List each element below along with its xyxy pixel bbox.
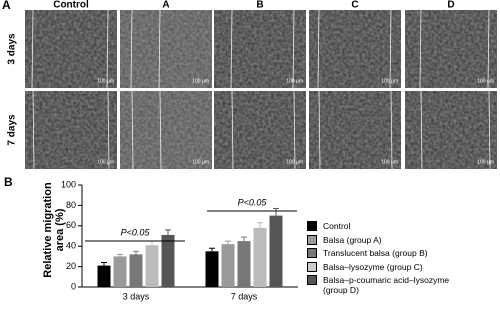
micrograph: 100 µm <box>120 90 212 170</box>
column-header: D <box>447 0 454 11</box>
y-tick-label: 60 <box>66 220 76 230</box>
micrograph: 100 µm <box>214 9 306 89</box>
bar <box>253 227 267 287</box>
legend-item: Translucent balsa (group B) <box>307 248 497 258</box>
scale-bar-label: 100 µm <box>192 78 209 84</box>
bar <box>269 215 283 287</box>
column-header: C <box>351 0 358 11</box>
y-axis-label: Relative migration area (%) <box>42 182 66 278</box>
wound-edge <box>131 90 134 170</box>
image-texture <box>25 91 117 169</box>
row-label: 7 days <box>7 114 18 146</box>
scale-bar-label: 100 µm <box>286 78 303 84</box>
row-label: 3 days <box>7 33 18 65</box>
y-tick-label: 40 <box>66 241 76 251</box>
image-texture <box>120 91 212 169</box>
micrograph: 100 µm <box>214 90 306 170</box>
micrograph: 100 µm <box>25 9 117 89</box>
legend-label: Control <box>323 221 351 231</box>
micrograph: 100 µm <box>309 9 401 89</box>
legend-label: Balsa–p-coumaric acid–lysozyme (group D) <box>323 275 450 295</box>
scale-bar-label: 100 µm <box>381 78 398 84</box>
wound-edge <box>420 90 423 170</box>
panel-label: B <box>4 175 13 189</box>
wound-edge <box>158 9 161 89</box>
wound-edge <box>106 9 109 89</box>
image-texture <box>309 10 401 88</box>
bar <box>205 251 219 287</box>
y-tick-label: 0 <box>71 281 76 291</box>
scale-bar-label: 100 µm <box>381 159 398 165</box>
wound-edge <box>419 9 422 89</box>
bar <box>145 245 159 287</box>
wound-edge <box>130 9 133 89</box>
bar <box>97 265 111 287</box>
wound-edge <box>31 9 34 89</box>
scale-bar-label: 100 µm <box>477 78 494 84</box>
wound-edge <box>390 90 393 170</box>
bar <box>221 244 235 287</box>
x-tick-label: 3 days <box>123 291 150 301</box>
wound-edge <box>488 90 491 170</box>
legend-item: Balsa (group A) <box>307 234 497 245</box>
legend-item: Balsa–lysozyme (group C) <box>307 261 497 272</box>
significance-label: P<0.05 <box>121 227 151 237</box>
micrograph: 100 µm <box>405 9 497 89</box>
scale-bar-label: 100 µm <box>286 159 303 165</box>
image-texture <box>405 91 497 169</box>
scale-bar-label: 100 µm <box>97 78 114 84</box>
legend: Control Balsa (group A) Translucent balsa … <box>307 221 497 299</box>
legend-label: Balsa (group A) <box>323 234 382 245</box>
panel-label: A <box>2 0 11 12</box>
micrograph: 100 µm <box>309 90 401 170</box>
y-tick-label: 100 <box>61 179 76 189</box>
scale-bar-label: 100 µm <box>477 159 494 165</box>
scale-bar-label: 100 µm <box>97 159 114 165</box>
column-header: B <box>256 0 263 11</box>
y-tick-label: 20 <box>66 261 76 271</box>
y-tick-label: 80 <box>66 200 76 210</box>
image-texture <box>214 10 306 88</box>
wound-edge <box>107 90 110 170</box>
wound-edge <box>231 90 234 170</box>
wound-edge <box>292 9 295 89</box>
wound-edge <box>230 9 233 89</box>
significance-label: P<0.05 <box>238 197 268 207</box>
wound-edge <box>318 90 321 170</box>
wound-edge <box>159 90 162 170</box>
wound-edge <box>487 9 490 89</box>
bar <box>113 256 127 287</box>
x-tick-label: 7 days <box>231 291 258 301</box>
image-texture <box>25 10 117 88</box>
legend-swatch <box>307 248 317 258</box>
legend-item: Control <box>307 221 497 231</box>
legend-label: Translucent balsa (group B) <box>323 248 428 258</box>
scale-bar-label: 100 µm <box>192 159 209 165</box>
legend-swatch <box>307 275 317 285</box>
bar <box>237 241 251 287</box>
wound-edge <box>32 90 35 170</box>
image-texture <box>309 91 401 169</box>
legend-swatch <box>307 221 317 231</box>
column-header: A <box>162 0 169 11</box>
wound-edge <box>317 9 320 89</box>
bar <box>129 254 143 287</box>
wound-edge <box>293 90 296 170</box>
legend-swatch <box>307 261 317 272</box>
bar <box>161 234 175 287</box>
micrograph: 100 µm <box>120 9 212 89</box>
micrograph: 100 µm <box>25 90 117 170</box>
image-texture <box>120 10 212 88</box>
column-header: Control <box>53 0 89 11</box>
legend-item: Balsa–p-coumaric acid–lysozyme (group D) <box>307 275 497 295</box>
image-texture <box>405 10 497 88</box>
legend-label: Balsa–lysozyme (group C) <box>323 261 423 272</box>
micrograph: 100 µm <box>405 90 497 170</box>
image-texture <box>214 91 306 169</box>
legend-swatch <box>307 234 317 245</box>
wound-edge <box>389 9 392 89</box>
